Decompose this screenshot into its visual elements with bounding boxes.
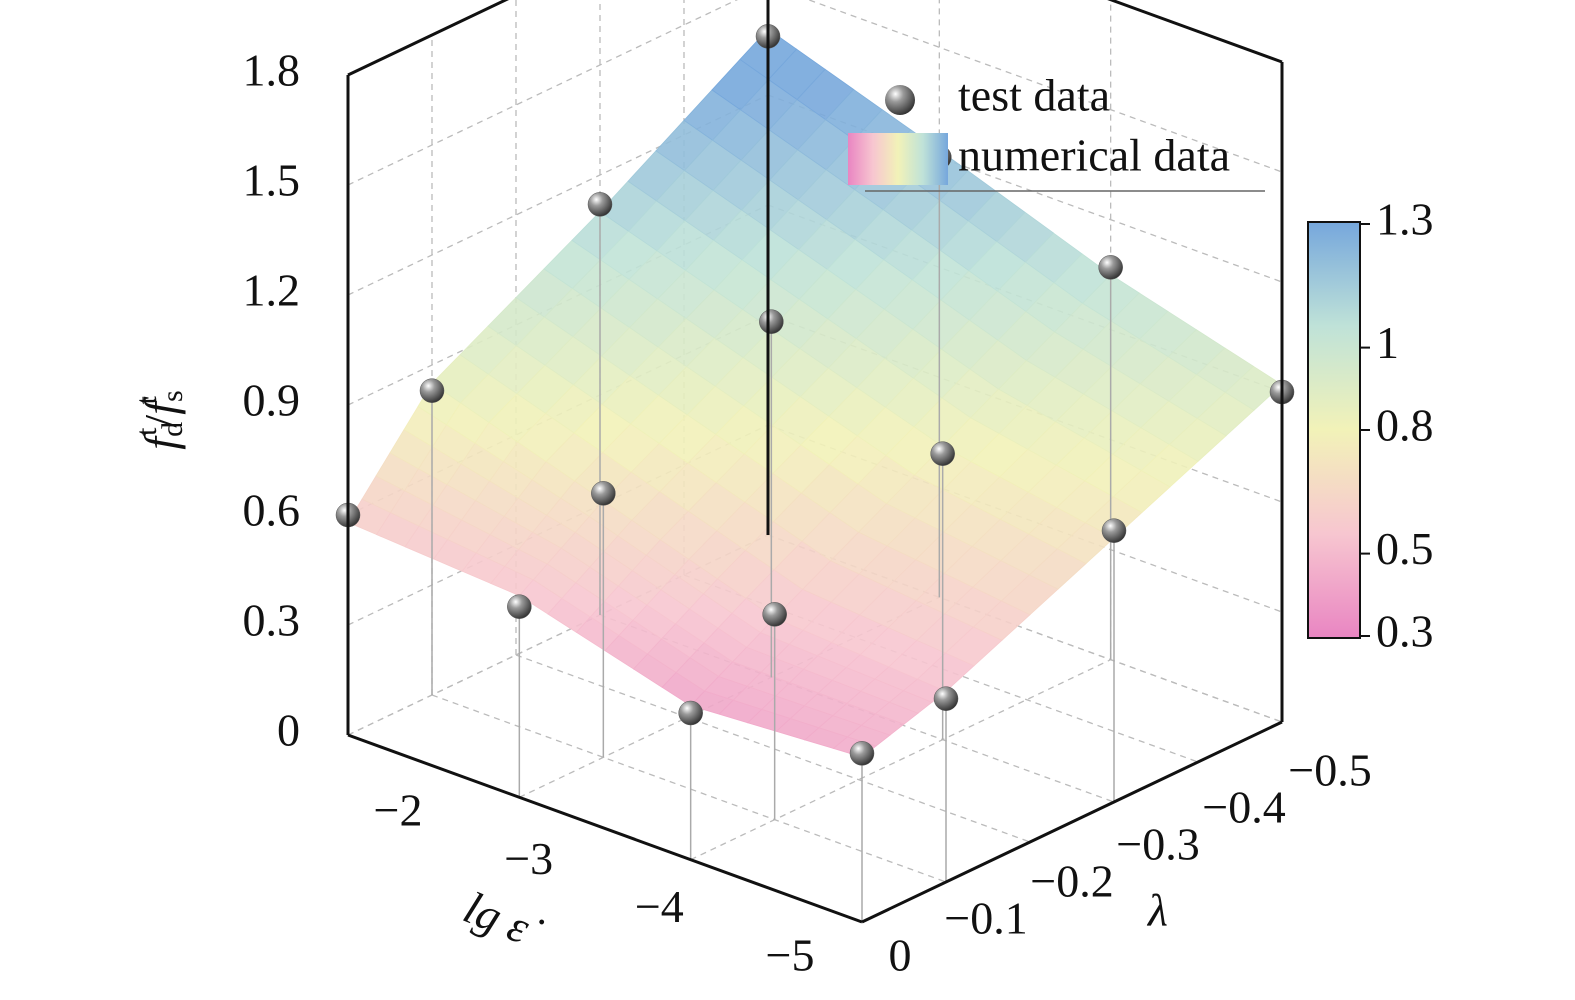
z-tick-label: 1.2	[243, 265, 301, 316]
z-axis-title-part: t	[130, 395, 163, 404]
grid-line	[807, 0, 1283, 173]
y-tick-label: −0.2	[1030, 856, 1113, 907]
z-tick-label: 0.3	[243, 595, 301, 646]
test-point	[1098, 255, 1123, 280]
y-tick-label: −0.5	[1288, 745, 1371, 796]
test-point	[507, 594, 532, 619]
x-tick-label: −4	[635, 881, 684, 932]
z-tick-label: 1.5	[243, 155, 301, 206]
axis-line	[347, 0, 509, 77]
x-tick-label: −3	[504, 833, 553, 884]
test-point	[762, 602, 787, 627]
axis-line	[347, 733, 863, 924]
colorbar-tick-label: 0.3	[1376, 606, 1434, 657]
test-point	[419, 378, 445, 403]
colorbar-tick-label: 0.8	[1376, 400, 1434, 451]
grid-line	[515, 654, 1031, 843]
test-point	[587, 192, 613, 217]
legend-marker	[885, 85, 915, 115]
grid-line	[431, 694, 947, 883]
x-tick-label: −2	[374, 785, 423, 836]
z-tick-label: 1.8	[243, 45, 301, 96]
z-tick-label: 0.6	[243, 485, 301, 536]
test-point	[930, 441, 955, 466]
colorbar-tick-label: 0.5	[1376, 523, 1434, 574]
grid-line	[690, 659, 1111, 861]
z-axis-title-part: t	[130, 427, 163, 436]
colorbar-tick-label: 1.3	[1376, 194, 1434, 245]
z-axis-title-part: s	[156, 390, 189, 402]
z-tick-label: 0	[277, 705, 300, 756]
y-tick-label: −0.4	[1202, 782, 1285, 833]
legend-label: test data	[958, 70, 1110, 121]
axis-line	[1107, 0, 1283, 64]
test-point	[933, 686, 959, 711]
legend-swatch	[848, 133, 948, 185]
legend-label: numerical data	[958, 130, 1230, 181]
z-axis-title-part: /	[135, 415, 186, 428]
test-point	[1101, 518, 1127, 543]
z-tick-label: 0.9	[243, 375, 301, 426]
test-point	[678, 700, 703, 726]
test-point	[849, 741, 875, 766]
test-point	[591, 481, 616, 506]
axis-line	[861, 720, 1283, 924]
y-tick-label: 0	[889, 930, 912, 981]
x-axis-title: lg ε̇	[457, 882, 550, 959]
colorbar-tick-label: 1	[1376, 317, 1399, 368]
y-tick-label: −0.1	[944, 893, 1027, 944]
z-axis-title: fdt/fst	[130, 390, 189, 449]
x-tick-label: −5	[766, 930, 815, 981]
test-point	[759, 309, 784, 334]
z-axis-title-part: d	[156, 422, 189, 437]
colorbar	[1307, 221, 1361, 639]
y-tick-label: −0.3	[1116, 819, 1199, 870]
grid-line	[347, 0, 739, 186]
y-axis-title: λ	[1146, 885, 1168, 936]
grid-line	[347, 0, 508, 76]
grid-line	[1109, 0, 1283, 63]
